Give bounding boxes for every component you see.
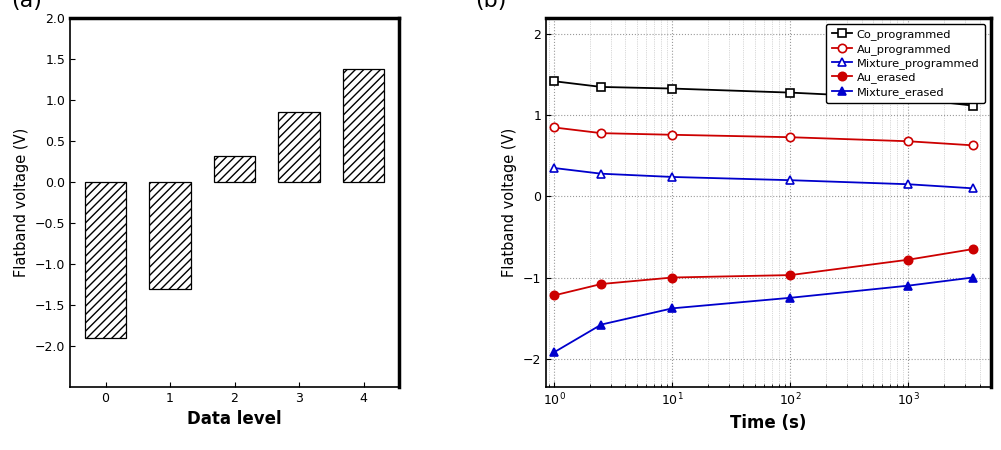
Mixture_programmed: [967, 185, 979, 191]
Co_programmed: [549, 79, 561, 84]
Bar: [213, 156, 255, 182]
Mixture_erased: [967, 275, 979, 280]
Mixture_programmed: [903, 181, 915, 187]
Bar: [149, 182, 191, 288]
Au_erased: [596, 281, 608, 287]
Co_programmed: [967, 103, 979, 108]
Y-axis label: Flatband voltage (V): Flatband voltage (V): [14, 128, 29, 277]
Bar: [84, 182, 126, 338]
Au_erased: [903, 257, 915, 262]
Line: Mixture_programmed: Mixture_programmed: [551, 164, 977, 193]
Au_programmed: [667, 132, 679, 138]
Mixture_erased: [667, 306, 679, 311]
Au_erased: [667, 275, 679, 280]
Line: Au_erased: Au_erased: [551, 245, 977, 300]
X-axis label: Time (s): Time (s): [731, 414, 807, 432]
Line: Mixture_erased: Mixture_erased: [551, 273, 977, 356]
Co_programmed: [596, 84, 608, 90]
Bar: [278, 112, 320, 182]
Mixture_erased: [549, 350, 561, 355]
Line: Au_programmed: Au_programmed: [551, 123, 977, 149]
Au_programmed: [549, 125, 561, 130]
Mixture_programmed: [785, 177, 797, 183]
Legend: Co_programmed, Au_programmed, Mixture_programmed, Au_erased, Mixture_erased: Co_programmed, Au_programmed, Mixture_pr…: [826, 24, 985, 104]
Mixture_programmed: [596, 171, 608, 176]
Text: (b): (b): [474, 0, 507, 11]
Au_erased: [785, 272, 797, 278]
Mixture_erased: [785, 295, 797, 301]
Au_programmed: [903, 139, 915, 144]
Y-axis label: Flatband voltage (V): Flatband voltage (V): [503, 128, 518, 277]
Bar: [342, 69, 384, 182]
Mixture_programmed: [549, 165, 561, 171]
Au_erased: [549, 292, 561, 298]
Au_erased: [967, 247, 979, 252]
Line: Co_programmed: Co_programmed: [551, 77, 977, 110]
Co_programmed: [667, 86, 679, 91]
Mixture_erased: [903, 283, 915, 288]
X-axis label: Data level: Data level: [187, 410, 282, 428]
Au_programmed: [596, 130, 608, 136]
Mixture_erased: [596, 322, 608, 327]
Mixture_programmed: [667, 174, 679, 180]
Au_programmed: [785, 135, 797, 140]
Co_programmed: [785, 90, 797, 95]
Au_programmed: [967, 143, 979, 148]
Co_programmed: [903, 95, 915, 101]
Text: (a): (a): [11, 0, 42, 11]
